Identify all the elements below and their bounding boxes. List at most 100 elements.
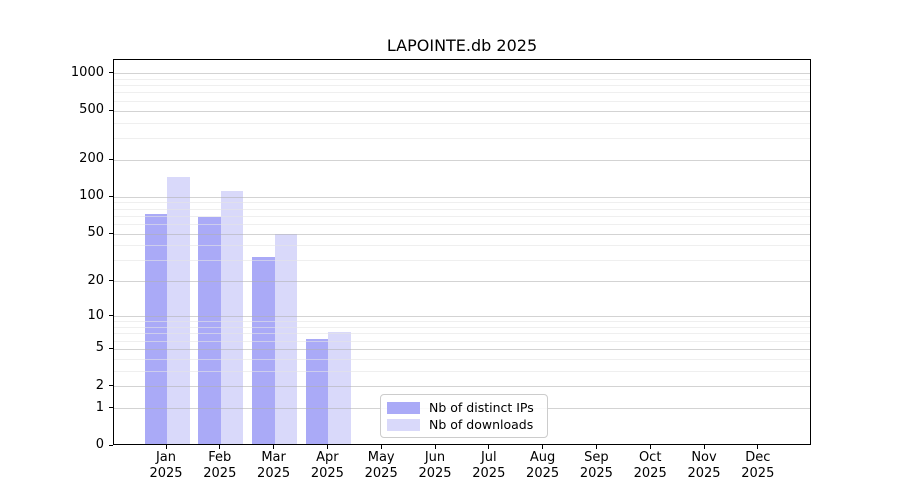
x-axis-tick: [542, 445, 544, 449]
grid-line-major: [114, 73, 810, 75]
x-axis-tick: [434, 445, 436, 449]
grid-line-minor: [114, 340, 810, 342]
y-axis-tick: [109, 109, 113, 111]
grid-line-minor: [114, 78, 810, 80]
chart-title: LAPOINTE.db 2025: [386, 36, 538, 55]
bar-downloads: [220, 191, 244, 444]
y-axis-tick-label: 1: [95, 399, 104, 415]
x-axis-tick: [273, 445, 275, 449]
legend-label-distinct-ips: Nb of distinct IPs: [429, 399, 534, 415]
y-axis-tick-label: 5: [95, 340, 104, 356]
grid-line-minor: [114, 85, 810, 87]
y-axis-tick-label: 50: [87, 225, 104, 241]
x-axis-tick-label-line: Apr: [316, 450, 339, 465]
x-axis-tick: [219, 445, 221, 449]
grid-line-minor: [114, 358, 810, 360]
bar-distinct-ips: [198, 216, 221, 444]
x-axis-tick-label: Jul 2025: [454, 450, 524, 482]
x-axis-tick: [757, 445, 759, 449]
x-axis-tick-label: Apr 2025: [292, 450, 362, 482]
x-axis-tick-label-line: 2025: [633, 466, 667, 481]
y-axis-tick-label: 200: [79, 151, 104, 167]
x-axis-tick-label-line: Oct: [638, 450, 662, 465]
y-axis-tick-label: 500: [79, 102, 104, 118]
y-axis-tick: [109, 347, 113, 349]
grid-line-minor: [114, 122, 810, 124]
x-axis-tick: [326, 445, 328, 449]
grid-line-minor: [114, 208, 810, 210]
grid-line-major: [114, 386, 810, 388]
plot-area: [113, 59, 811, 445]
grid-line-minor: [114, 202, 810, 204]
bar-downloads: [167, 177, 190, 444]
grid-line-minor: [114, 260, 810, 262]
grid-line-minor: [114, 333, 810, 335]
grid-line-minor: [114, 370, 810, 372]
grid-line-major: [114, 196, 810, 198]
grid-line-major: [114, 159, 810, 161]
x-axis-tick-label-line: 2025: [364, 466, 398, 481]
y-axis-tick: [109, 195, 113, 197]
x-axis-tick-label-line: 2025: [526, 466, 560, 481]
x-axis-tick-label: Mar 2025: [239, 450, 309, 482]
y-axis-tick-label: 100: [79, 188, 104, 204]
x-axis-tick-label-line: Jun: [424, 450, 446, 465]
bar-distinct-ips: [252, 257, 275, 444]
x-axis-tick-label-line: Jan: [155, 450, 177, 465]
bar-downloads: [328, 331, 351, 444]
grid-line-minor: [114, 100, 810, 102]
y-axis-tick: [109, 72, 113, 74]
x-axis-tick-label-line: 2025: [257, 466, 291, 481]
y-axis-tick: [109, 158, 113, 160]
y-axis-tick: [109, 444, 113, 446]
grid-line-minor: [114, 224, 810, 226]
grid-line-major: [114, 110, 810, 112]
x-axis-tick: [488, 445, 490, 449]
x-axis-tick-label: Feb 2025: [185, 450, 255, 482]
legend-swatch-distinct-ips: [387, 401, 420, 414]
x-axis-tick: [649, 445, 651, 449]
legend-label-downloads: Nb of downloads: [429, 416, 534, 432]
x-axis-tick: [703, 445, 705, 449]
y-axis-tick: [109, 407, 113, 409]
grid-line-major: [114, 281, 810, 283]
x-axis-tick-label: Nov 2025: [669, 450, 739, 482]
x-axis-tick-label-line: 2025: [579, 466, 613, 481]
bar-downloads: [274, 234, 298, 444]
grid-line-minor: [114, 138, 810, 140]
bar-distinct-ips: [305, 339, 329, 444]
grid-line-major: [114, 348, 810, 350]
x-axis-tick: [380, 445, 382, 449]
legend-item-downloads: Nb of downloads: [387, 416, 539, 433]
x-axis-tick-label-line: Sep: [584, 450, 609, 465]
y-axis-tick-label: 1000: [70, 64, 104, 80]
y-axis-tick: [109, 232, 113, 234]
x-axis-tick-label: Jun 2025: [400, 450, 470, 482]
y-axis-tick: [109, 385, 113, 387]
x-axis-tick-label-line: Aug: [529, 450, 556, 465]
x-axis-tick-label-line: Feb: [208, 450, 232, 465]
grid-line-major: [114, 316, 810, 318]
x-axis-tick-label: Oct 2025: [615, 450, 685, 482]
x-axis-tick: [595, 445, 597, 449]
x-axis-tick-label-line: Jul: [480, 450, 497, 465]
y-axis-tick: [109, 315, 113, 317]
x-axis-tick-label: May 2025: [346, 450, 416, 482]
x-axis-tick-label-line: 2025: [472, 466, 506, 481]
grid-line-minor: [114, 321, 810, 323]
x-axis-tick-label-line: 2025: [741, 466, 775, 481]
x-axis-tick-label: Aug 2025: [508, 450, 578, 482]
grid-line-minor: [114, 215, 810, 217]
legend-swatch-downloads: [387, 418, 420, 431]
grid-line-minor: [114, 327, 810, 329]
grid-line-minor: [114, 245, 810, 247]
x-axis-tick-label-line: 2025: [203, 466, 237, 481]
grid-line-minor: [114, 92, 810, 94]
x-axis-tick-label: Dec 2025: [723, 450, 793, 482]
x-axis-tick-label-line: May: [367, 450, 395, 465]
y-axis-tick: [109, 280, 113, 282]
x-axis-tick: [165, 445, 167, 449]
x-axis-tick-label-line: Nov: [691, 450, 717, 465]
grid-line-major: [114, 233, 810, 235]
